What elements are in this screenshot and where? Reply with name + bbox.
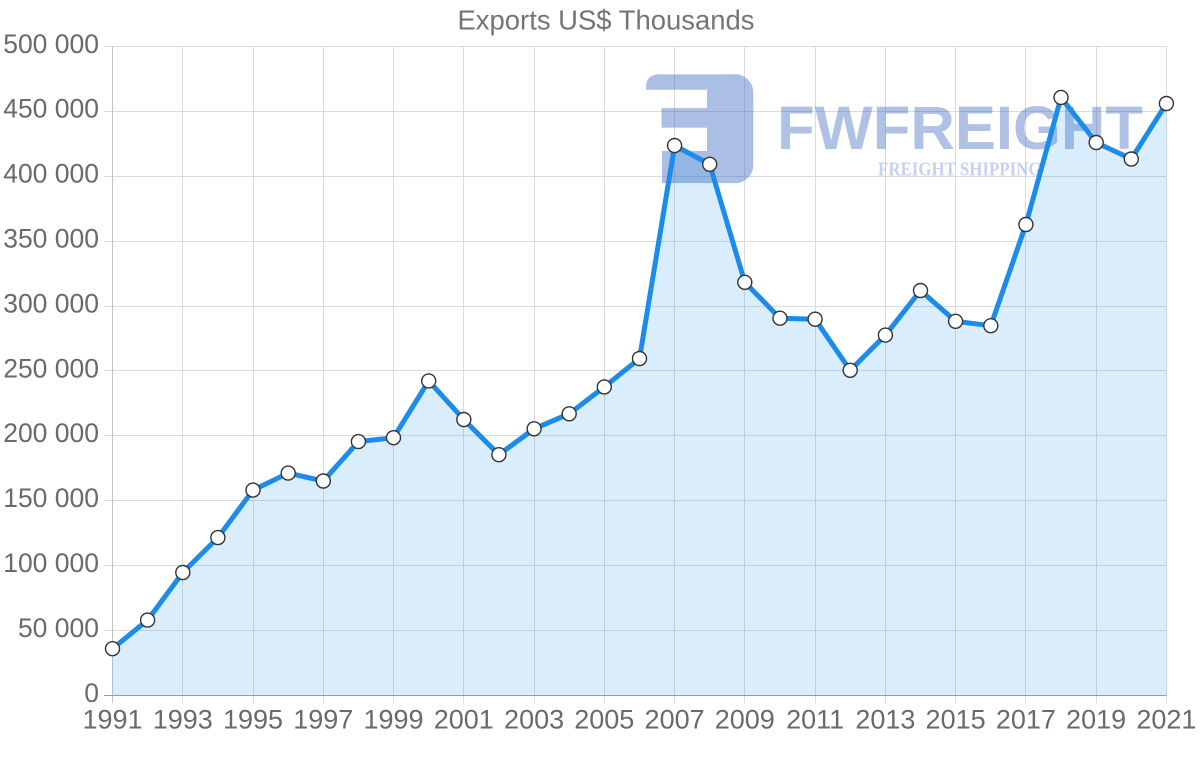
svg-text:2015: 2015 [926, 705, 986, 735]
svg-text:150 000: 150 000 [3, 483, 99, 513]
svg-text:1999: 1999 [363, 705, 423, 735]
svg-text:1997: 1997 [293, 705, 353, 735]
svg-text:2017: 2017 [996, 705, 1056, 735]
svg-text:2013: 2013 [855, 705, 915, 735]
svg-text:2003: 2003 [504, 705, 564, 735]
svg-text:250 000: 250 000 [3, 353, 99, 383]
svg-text:2009: 2009 [715, 705, 775, 735]
svg-text:350 000: 350 000 [3, 224, 99, 254]
svg-text:300 000: 300 000 [3, 288, 99, 318]
svg-text:2001: 2001 [434, 705, 494, 735]
svg-text:1993: 1993 [153, 705, 213, 735]
svg-text:1995: 1995 [223, 705, 283, 735]
svg-text:0: 0 [84, 678, 99, 708]
svg-text:500 000: 500 000 [3, 29, 99, 59]
svg-text:2021: 2021 [1136, 705, 1196, 735]
svg-text:200 000: 200 000 [3, 418, 99, 448]
svg-text:400 000: 400 000 [3, 159, 99, 189]
svg-text:50 000: 50 000 [18, 613, 99, 643]
svg-text:Exports US$ Thousands: Exports US$ Thousands [458, 5, 755, 36]
svg-text:100 000: 100 000 [3, 548, 99, 578]
svg-text:2005: 2005 [574, 705, 634, 735]
svg-text:2007: 2007 [645, 705, 705, 735]
svg-text:2019: 2019 [1066, 705, 1126, 735]
svg-text:FREIGHT SHIPPING: FREIGHT SHIPPING [878, 159, 1042, 181]
svg-text:1991: 1991 [82, 705, 142, 735]
svg-text:450 000: 450 000 [3, 94, 99, 124]
svg-text:2011: 2011 [786, 705, 844, 735]
